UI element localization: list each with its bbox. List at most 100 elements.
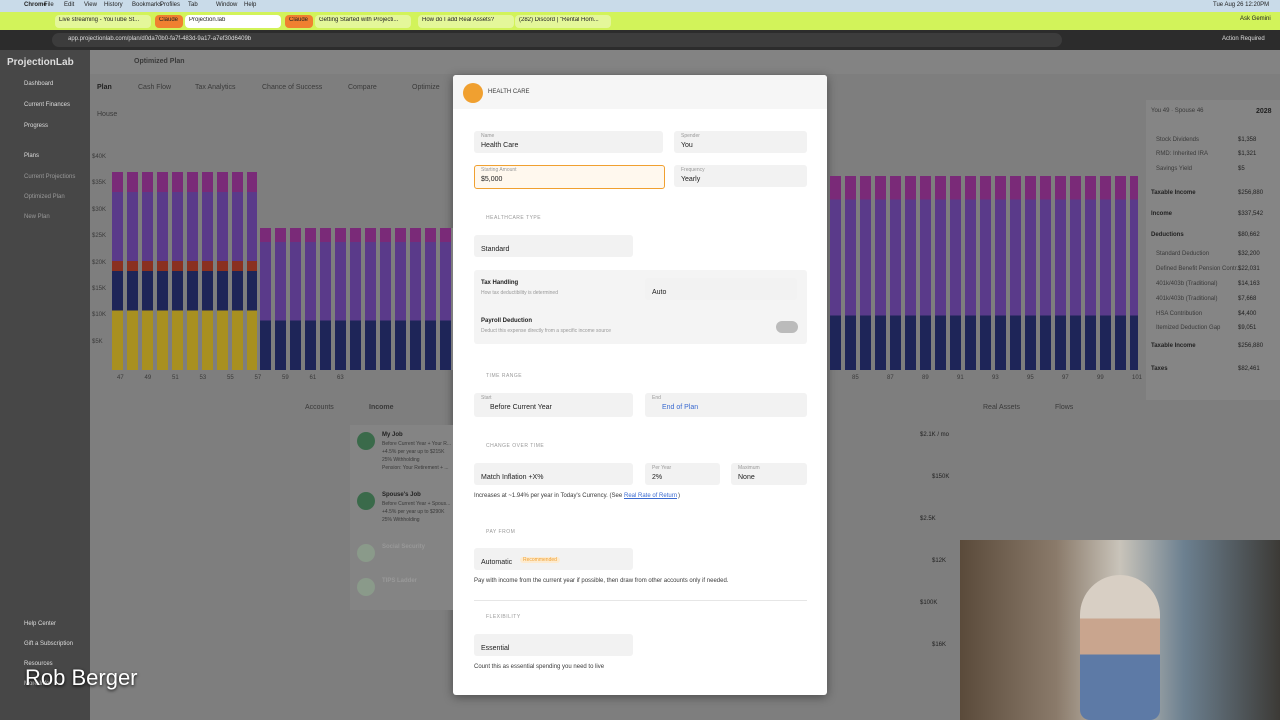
menu-item[interactable]: Help: [244, 2, 257, 8]
plan-tab[interactable]: Optimize: [412, 84, 440, 91]
name-value[interactable]: Health Care: [481, 142, 519, 149]
sidebar: [0, 50, 90, 720]
per-year-field[interactable]: [645, 463, 720, 485]
nav-item[interactable]: Current Finances: [24, 102, 71, 108]
tab-title[interactable]: Claude: [289, 17, 309, 23]
income-name[interactable]: Spouse's Job: [382, 492, 421, 498]
row-value: $22,031: [1238, 266, 1260, 272]
start-field[interactable]: [474, 393, 633, 417]
row-value: $7,668: [1238, 296, 1257, 302]
tab-title[interactable]: Claude: [159, 17, 179, 23]
per-year-value[interactable]: 2%: [652, 474, 663, 481]
amount: $16K: [932, 642, 947, 648]
menu-item[interactable]: Edit: [64, 2, 75, 8]
nav-group[interactable]: Plans: [24, 153, 40, 159]
toggle[interactable]: [776, 321, 798, 333]
spender-label: Spender: [681, 133, 700, 139]
end-value[interactable]: End of Plan: [662, 404, 699, 411]
start-value[interactable]: Before Current Year: [490, 404, 552, 411]
tab[interactable]: [315, 15, 411, 28]
change-mode-field[interactable]: [474, 463, 633, 485]
frequency-field[interactable]: [674, 165, 807, 187]
healthcare-type-value[interactable]: Standard: [481, 246, 510, 253]
tab[interactable]: [185, 15, 281, 28]
filter[interactable]: House: [97, 111, 118, 118]
menu-item[interactable]: Tab: [188, 2, 198, 8]
panel-tab[interactable]: Income: [369, 404, 394, 411]
panel-tab[interactable]: Accounts: [305, 404, 334, 411]
tab-title[interactable]: (282) Discord | "Rental Hom...: [519, 17, 599, 23]
y-label: $35K: [92, 180, 107, 187]
spender-value[interactable]: You: [681, 142, 693, 149]
action-required[interactable]: Action Required: [1222, 36, 1265, 42]
menu-item[interactable]: Bookmarks: [132, 2, 163, 8]
gemini-button[interactable]: Ask Gemini: [1240, 16, 1271, 22]
nav-item[interactable]: Gift a Subscription: [24, 641, 74, 647]
plan-tab[interactable]: Plan: [97, 84, 112, 91]
maximum-value[interactable]: None: [738, 474, 755, 481]
plan-tab[interactable]: Cash Flow: [138, 84, 172, 91]
tab-title[interactable]: Getting Started with Projecti...: [319, 17, 399, 23]
flexibility-field[interactable]: [474, 634, 633, 656]
menu-item[interactable]: File: [44, 2, 54, 8]
row-value: $337,542: [1238, 211, 1264, 217]
plan-tab[interactable]: Chance of Success: [262, 84, 323, 91]
row-label: RMD: Inherited IRA: [1156, 151, 1209, 157]
y-label: $10K: [92, 312, 107, 319]
row-label: Deductions: [1151, 232, 1184, 238]
tab[interactable]: [155, 15, 183, 28]
plan-tab[interactable]: Compare: [348, 84, 377, 91]
flexibility-value[interactable]: Essential: [481, 645, 510, 652]
income-name[interactable]: My Job: [382, 432, 403, 438]
nav-item[interactable]: More Info: [24, 681, 50, 687]
nav-item[interactable]: New Plan: [24, 214, 50, 220]
amount-field[interactable]: [474, 165, 665, 189]
maximum-label: Maximum: [738, 465, 760, 471]
flex-note: Count this as essential spending you nee…: [474, 664, 605, 670]
frequency-value[interactable]: Yearly: [681, 176, 701, 183]
tab[interactable]: [285, 15, 313, 28]
amount-value[interactable]: $5,000: [481, 176, 503, 183]
tab-title[interactable]: Live streaming - YouTube St...: [59, 17, 140, 23]
spender-field[interactable]: [674, 131, 807, 153]
menu-item[interactable]: Window: [216, 2, 238, 8]
change-mode-value[interactable]: Match Inflation +X%: [481, 474, 544, 481]
row-label: Taxes: [1151, 366, 1168, 372]
url-text[interactable]: app.projectionlab.com/plan/d0da70b0-fa7f…: [68, 36, 252, 42]
panel-tab[interactable]: Real Assets: [983, 404, 1020, 411]
name-field[interactable]: [474, 131, 663, 153]
menu-item[interactable]: Profiles: [160, 2, 181, 8]
income-detail: Pension: Your Retirement + ...: [382, 465, 449, 471]
rate-link[interactable]: Real Rate of Return: [624, 493, 678, 499]
nav-item[interactable]: Optimized Plan: [24, 194, 65, 200]
tax-handling-value[interactable]: Auto: [652, 289, 667, 296]
url-field[interactable]: [52, 33, 1062, 47]
payroll-desc: Deduct this expense directly from a spec…: [481, 328, 612, 334]
plan-tab[interactable]: Tax Analytics: [195, 84, 236, 91]
income-name[interactable]: TIPS Ladder: [382, 578, 418, 584]
tax-handling-field[interactable]: [645, 278, 797, 300]
maximum-field[interactable]: [731, 463, 807, 485]
end-field[interactable]: [645, 393, 807, 417]
tab[interactable]: [515, 15, 611, 28]
pay-from-value[interactable]: Automatic: [481, 559, 513, 566]
nav-item[interactable]: Help Center: [24, 621, 57, 627]
tab-title[interactable]: How do I add Real Assets?: [422, 17, 495, 23]
tab[interactable]: [55, 15, 151, 28]
income-name[interactable]: Social Security: [382, 544, 426, 550]
tab[interactable]: [418, 15, 514, 28]
menu-item[interactable]: Chrome: [24, 2, 47, 8]
ages: You 49 · Spouse 46: [1151, 108, 1204, 114]
menu-item[interactable]: View: [84, 2, 97, 8]
nav-item[interactable]: Dashboard: [24, 81, 54, 87]
menu-item[interactable]: History: [104, 2, 123, 8]
row-value: $1,321: [1238, 151, 1257, 157]
panel-tab[interactable]: Flows: [1055, 404, 1074, 411]
nav-item[interactable]: Resources: [24, 661, 53, 667]
tab-title[interactable]: Projection.lab: [189, 17, 226, 23]
nav-item[interactable]: Progress: [24, 123, 49, 129]
healthcare-type-field[interactable]: [474, 235, 633, 257]
nav-item[interactable]: Current Projections: [24, 174, 76, 180]
plan-name[interactable]: Optimized Plan: [134, 58, 185, 65]
amount: $100K: [920, 600, 938, 606]
